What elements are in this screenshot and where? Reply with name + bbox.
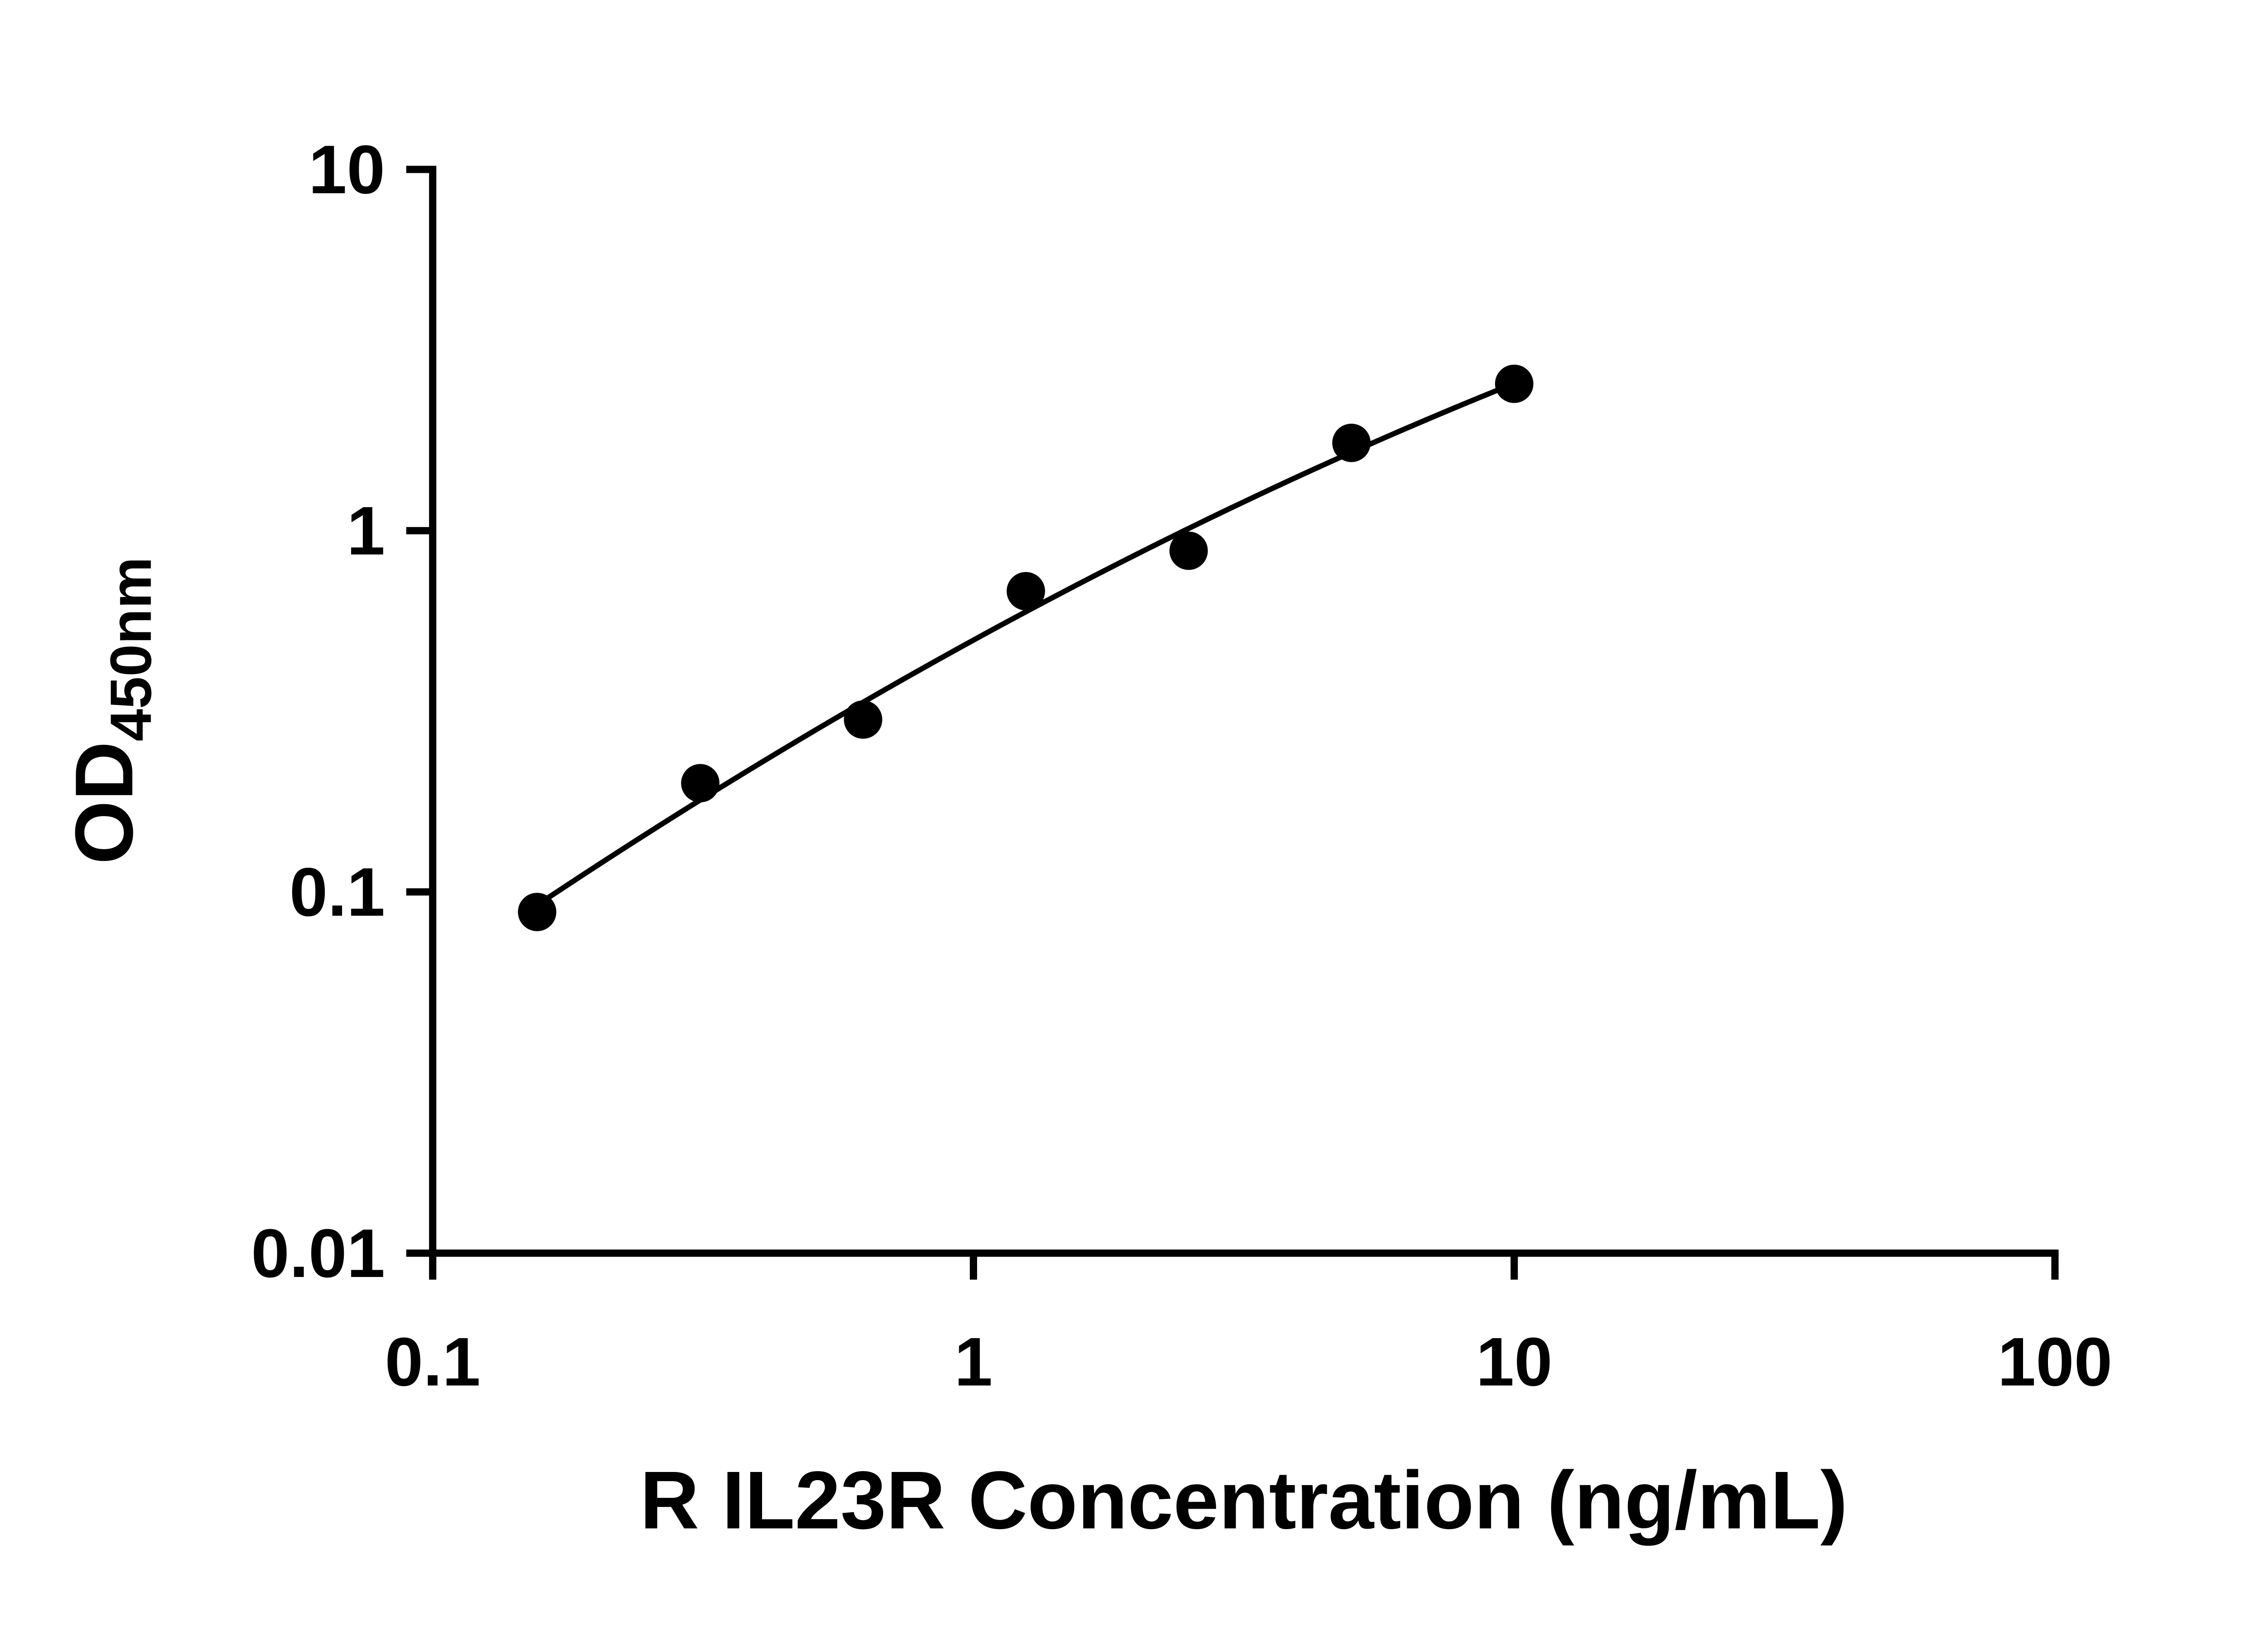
data-point [844,700,883,739]
x-tick-label: 10 [1476,1324,1553,1400]
x-tick-label: 0.1 [385,1324,480,1400]
x-tick-label: 100 [1998,1324,2112,1400]
data-point [1007,572,1045,611]
x-tick-label: 1 [954,1324,992,1400]
y-tick-label: 10 [308,132,385,208]
data-point [518,893,557,931]
data-point [681,764,720,802]
y-axis-title-subscript: 450nm [99,557,164,742]
fit-curve-layer [534,381,1517,908]
fit-curve [534,381,1517,908]
axes [429,166,2059,1257]
y-tick-label: 0.01 [251,1215,385,1292]
y-axis-title: OD450nm [59,557,164,865]
data-point [1169,531,1208,570]
data-point [1495,364,1534,403]
y-tick-label: 0.1 [289,854,385,931]
x-axis-title: R IL23R Concentration (ng/mL) [640,1454,1848,1546]
data-point [1332,424,1371,462]
y-axis-title-main: OD [59,741,150,864]
data-points-layer [518,364,1534,931]
axis-lines [429,166,2059,1257]
y-tick-label: 1 [347,493,385,569]
